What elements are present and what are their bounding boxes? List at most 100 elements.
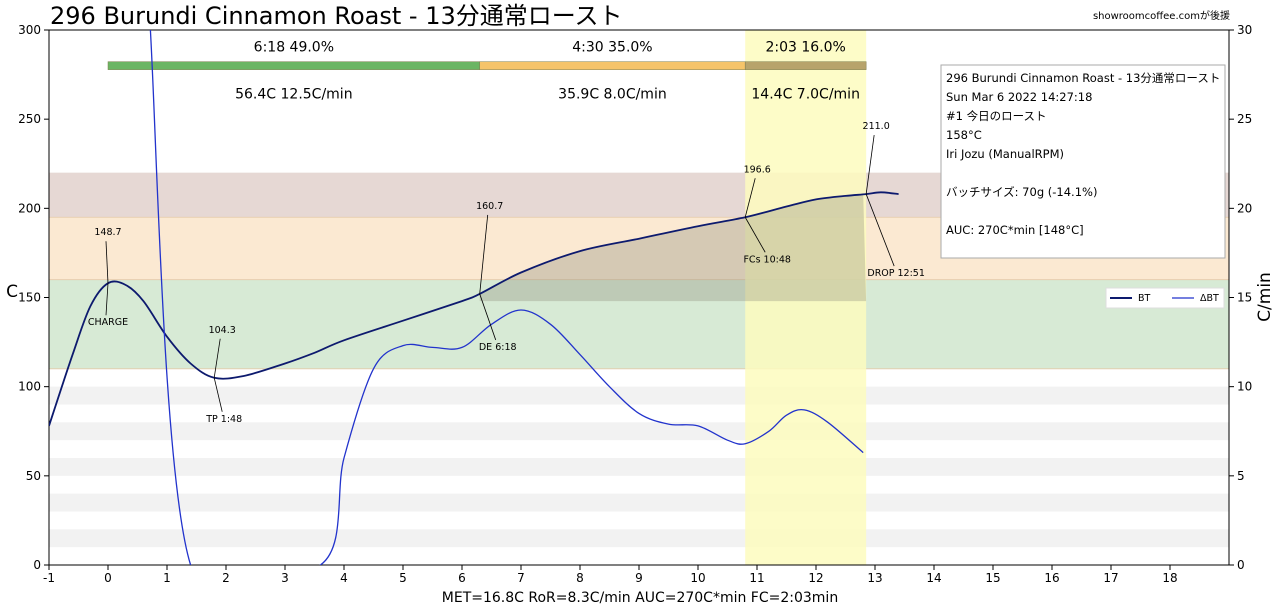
x-tick-label: 0 [104,571,112,585]
annotation-value: 160.7 [476,201,503,212]
annotation-leader-up [479,214,489,294]
y-axis-left: 0 50 100 150 200 250 300 [18,23,49,572]
annotation-leader-up [744,178,756,218]
annotation-leader-down [213,377,223,412]
legend-label: BT [1138,293,1151,304]
fc-highlight-rect [745,30,867,565]
annotation-label: DROP 12:51 [867,268,925,279]
y-axis-right: 0 5 10 15 20 25 30 [1229,23,1252,572]
x-tick-label: 9 [635,571,643,585]
x-tick-label: 2 [222,571,230,585]
info-line: Sun Mar 6 2022 14:27:18 [946,90,1092,104]
background-band [49,493,1229,512]
annotation-value: 211.0 [863,121,890,132]
phase-3-time-percent: 2:03 16.0% [765,40,845,56]
y-right-tick-label: 30 [1237,23,1252,37]
legend-label: ΔBT [1200,293,1219,304]
info-line: AUC: 270C*min [148°C] [946,223,1084,237]
legend-frame [1105,287,1225,309]
x-tick-label: 14 [926,571,941,585]
x-tick-label: 12 [808,571,823,585]
legend: BT ΔBT [1105,287,1225,309]
annotation-leader-up [213,338,221,378]
series-line-delta-bt [149,30,864,565]
first-crack-highlight [745,30,867,565]
y-right-tick-label: 20 [1237,201,1252,215]
x-tick-label: 7 [517,571,525,585]
x-tick-label: 6 [458,571,466,585]
info-line: 158°C [946,128,982,142]
background-band [49,386,1229,405]
y-left-tick-label: 150 [18,291,41,305]
y-right-tick-label: 5 [1237,469,1245,483]
annotation-label: FCs 10:48 [743,254,790,265]
background-band [49,279,1229,369]
y-right-tick-label: 15 [1237,291,1252,305]
x-axis: -1 0 1 2 3 4 5 6 7 8 9 10 11 12 13 14 15 16 17 18 [43,565,1178,585]
y-left-tick-label: 50 [26,469,41,483]
x-tick-label: 13 [867,571,882,585]
phase-2-time-percent: 4:30 35.0% [572,40,652,56]
phase-3-delta-ror: 14.4C 7.0C/min [751,87,860,103]
y-left-tick-label: 300 [18,23,41,37]
auc-fill-area [479,194,867,302]
annotation-label: CHARGE [88,317,128,328]
x-tick-label: 15 [985,571,1000,585]
phase-1-delta-ror: 56.4C 12.5C/min [235,87,352,103]
event-annotations: 148.7 CHARGE 104.3 TP 1:48 160.7 DE 6:18 196.6… [88,121,925,425]
background-band [49,422,1229,441]
annotation-leader-up [105,241,109,284]
annotation-value: 104.3 [209,325,236,336]
annotation-leader-down [865,193,895,267]
background-band [49,458,1229,476]
y-right-tick-label: 10 [1237,380,1252,394]
annotation-value: 148.7 [94,227,121,238]
x-tick-label: 16 [1044,571,1059,585]
info-line: 296 Burundi Cinnamon Roast - 13分通常ロースト [946,71,1220,85]
annotation-label: TP 1:48 [205,414,242,425]
info-line: #1 今日のロースト [946,109,1047,123]
y-right-tick-label: 0 [1237,558,1245,572]
info-box: 296 Burundi Cinnamon Roast - 13分通常ロースト Su… [940,64,1226,259]
phase-bar-2 [479,61,746,70]
annotation-leader-down [479,293,497,341]
sponsor-credit: showroomcoffee.comが後援 [1093,9,1230,22]
annotation-label: DE 6:18 [479,342,517,353]
series-lines [49,30,899,565]
phase-bars: 6:18 49.0% 56.4C 12.5C/min 4:30 35.0% 35.9C… [107,40,867,103]
x-tick-label: 5 [399,571,407,585]
x-tick-label: 10 [690,571,705,585]
annotation-leader-down [744,217,766,253]
roast-summary-footer: MET=16.8C RoR=8.3C/min AUC=270C*min FC=2… [442,590,838,606]
x-tick-label: 3 [281,571,289,585]
phase-bar-1 [107,61,480,70]
y-axis-left-label: C [6,282,18,302]
x-tick-label: 1 [163,571,171,585]
x-tick-label: 4 [340,571,348,585]
y-left-tick-label: 100 [18,380,41,394]
info-box-frame [940,64,1226,259]
x-tick-label: -1 [43,571,55,585]
y-right-tick-label: 25 [1237,112,1252,126]
annotation-value: 196.6 [744,164,771,175]
phase-bar-3 [744,61,867,70]
auc-fill [479,194,867,302]
annotation-leader-up [865,135,875,195]
info-line: Iri Jozu (ManualRPM) [946,147,1064,161]
info-line: バッチサイズ: 70g (-14.1%) [946,185,1097,199]
y-left-tick-label: 250 [18,112,41,126]
y-axis-right-label: C/min [1255,272,1275,322]
background-band [49,529,1229,548]
y-left-tick-label: 0 [33,558,41,572]
chart-title: 296 Burundi Cinnamon Roast - 13分通常ロースト [50,2,623,30]
series-line-bt [49,191,899,427]
x-tick-label: 11 [749,571,764,585]
x-tick-label: 8 [576,571,584,585]
y-left-tick-label: 200 [18,201,41,215]
x-tick-label: 18 [1162,571,1177,585]
phase-2-delta-ror: 35.9C 8.0C/min [558,87,667,103]
phase-1-time-percent: 6:18 49.0% [254,40,334,56]
annotation-leader-down [105,283,109,316]
x-tick-label: 17 [1103,571,1118,585]
